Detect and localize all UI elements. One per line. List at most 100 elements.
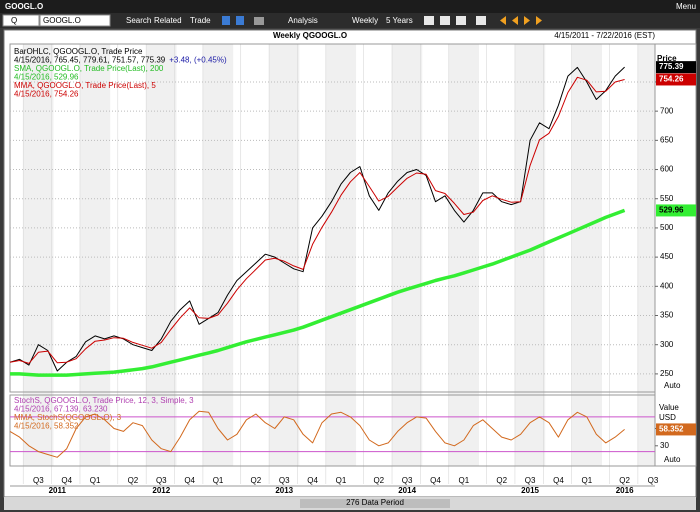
related-button[interactable]: Related <box>154 16 182 25</box>
y-tick-label: 250 <box>660 369 674 378</box>
x-tick-label: Q2 <box>128 476 139 485</box>
y-tick-label: 550 <box>660 194 674 203</box>
last-value-box <box>656 204 696 217</box>
y-tick-label: 650 <box>660 135 674 144</box>
x-tick-label: Q1 <box>90 476 101 485</box>
window-title: GOOGL.O <box>5 2 43 11</box>
info-text: 4/15/2016, 67.139, 63.230 <box>14 405 108 414</box>
x-tick-label: Q1 <box>213 476 224 485</box>
year-label: 2013 <box>275 486 293 495</box>
redo-icon[interactable] <box>236 16 244 25</box>
x-tick-label: Q4 <box>430 476 441 485</box>
menu-button[interactable]: Menu <box>676 2 696 11</box>
info-text: MMA, StochS(QGOOGL.O), 3 <box>14 413 122 422</box>
series-line <box>9 66 625 372</box>
search-button[interactable]: Search <box>126 16 151 25</box>
footer-text: 276 Data Period <box>346 498 404 507</box>
info-text: StochS, QGOOGL.O, Trade Price, 12, 3, Si… <box>14 396 194 405</box>
price-axis <box>654 43 697 467</box>
info-line: 4/15/2016, 765.45, 779.61, 751.57, 775.3… <box>14 56 227 65</box>
x-tick-label: Q3 <box>33 476 44 485</box>
x-tick-label: Q1 <box>459 476 470 485</box>
last-value: 58.352 <box>659 425 684 434</box>
x-tick-label: Q4 <box>61 476 72 485</box>
series-line <box>9 76 625 364</box>
tool-icon[interactable] <box>456 16 466 25</box>
year-label: 2015 <box>521 486 539 495</box>
date-range: 4/15/2011 - 7/22/2016 (EST) <box>554 31 655 40</box>
series-line <box>9 410 625 458</box>
tool-icon[interactable] <box>440 16 450 25</box>
symbol: GOOGL.O <box>43 16 81 25</box>
trade-button[interactable]: Trade <box>190 16 211 25</box>
year-label: 2016 <box>616 486 634 495</box>
y-tick-label: 350 <box>660 311 674 320</box>
x-tick-label: Q1 <box>581 476 592 485</box>
scale-mode: Auto <box>664 455 681 464</box>
quarter-band <box>571 44 602 466</box>
y-tick-label: 30 <box>660 441 669 450</box>
info-line: 4/15/2016, 58.352 <box>14 422 79 431</box>
x-tick-label: Q3 <box>525 476 536 485</box>
info-text: +3.48, (+0.45%) <box>169 56 227 65</box>
info-line: StochS, QGOOGL.O, Trade Price, 12, 3, Si… <box>14 396 194 405</box>
x-tick-label: Q4 <box>553 476 564 485</box>
interval-button[interactable]: Weekly <box>352 16 378 25</box>
x-tick-label: Q2 <box>619 476 630 485</box>
last-value-box <box>656 61 696 74</box>
series-line <box>10 208 626 377</box>
info-line: SMA, QGOOGL.O, Trade Price(Last), 200 <box>14 64 164 73</box>
analysis-button[interactable]: Analysis <box>288 16 318 25</box>
year-label: 2011 <box>49 486 67 495</box>
tool-icon[interactable] <box>476 16 486 25</box>
info-text: 4/15/2016, 765.45, 779.61, 751.57, 775.3… <box>14 56 166 65</box>
info-text: 4/15/2016, 58.352 <box>14 422 79 431</box>
info-text: BarOHLC, QGOOGL.O, Trade Price <box>14 47 143 56</box>
title-bar <box>0 0 700 13</box>
year-label: 2012 <box>152 486 170 495</box>
x-tick-label: Q4 <box>184 476 195 485</box>
chart-title: Weekly QGOOGL.O <box>273 31 347 40</box>
info-line: MMA, QGOOGL.O, Trade Price(Last), 5 <box>14 81 156 90</box>
folder-icon[interactable] <box>254 17 264 25</box>
axis-label: Value <box>659 403 679 412</box>
year-label: 2014 <box>398 486 416 495</box>
axis-unit: USD <box>659 413 676 422</box>
x-tick-label: Q2 <box>496 476 507 485</box>
prefix-box[interactable] <box>2 14 40 27</box>
last-value: 775.39 <box>659 62 684 71</box>
quarter-band <box>392 44 423 466</box>
info-line: 4/15/2016, 67.139, 63.230 <box>14 405 108 414</box>
y-tick-label: 300 <box>660 340 674 349</box>
x-tick-label: Q3 <box>156 476 167 485</box>
last-value: 754.26 <box>659 75 684 84</box>
x-tick-label: Q3 <box>279 476 290 485</box>
info-line: 4/15/2016, 754.26 <box>14 90 79 99</box>
info-text: 4/15/2016, 754.26 <box>14 90 79 99</box>
undo-icon[interactable] <box>222 16 230 25</box>
last-value: 529.96 <box>659 206 684 215</box>
info-text: MMA, QGOOGL.O, Trade Price(Last), 5 <box>14 81 156 90</box>
info-text: SMA, QGOOGL.O, Trade Price(Last), 200 <box>14 64 164 73</box>
quarter-band <box>448 44 480 466</box>
info-line: MMA, StochS(QGOOGL.O), 3 <box>14 413 122 422</box>
x-tick-label: Q3 <box>402 476 413 485</box>
x-tick-label: Q4 <box>307 476 318 485</box>
last-value-box <box>656 73 696 86</box>
x-tick-label: Q3 <box>648 476 659 485</box>
y-tick-label: 450 <box>660 252 674 261</box>
info-line: BarOHLC, QGOOGL.O, Trade Price <box>14 47 143 56</box>
quarter-band <box>202 44 234 466</box>
chart: Weekly QGOOGL.O 4/15/2011 - 7/22/2016 (ES… <box>9 31 697 507</box>
x-tick-label: Q1 <box>336 476 347 485</box>
range-button[interactable]: 5 Years <box>386 16 413 25</box>
quarter-band <box>325 44 357 466</box>
y-tick-label: 600 <box>660 165 674 174</box>
last-value-box <box>656 423 696 436</box>
tool-icon[interactable] <box>424 16 434 25</box>
symbol-box[interactable] <box>39 14 111 27</box>
y-tick-label: 700 <box>660 106 674 115</box>
scroll-thumb[interactable] <box>300 499 450 508</box>
quarter-band <box>146 44 177 466</box>
